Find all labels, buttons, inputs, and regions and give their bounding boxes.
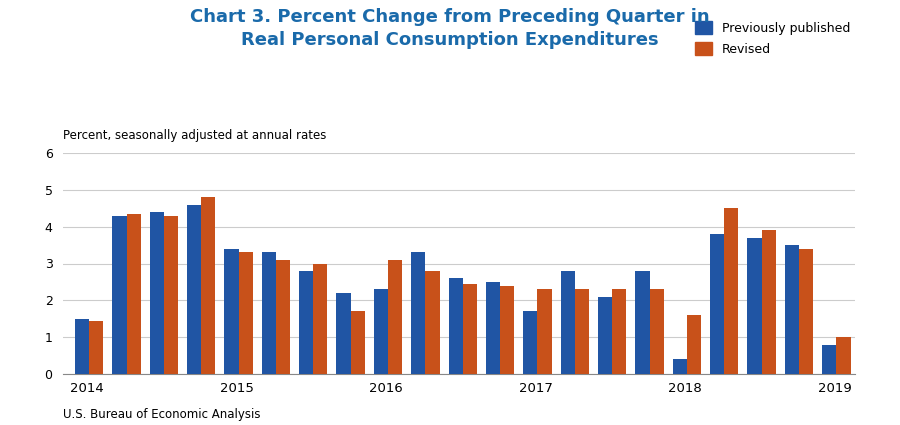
Text: Chart 3. Percent Change from Preceding Quarter in
Real Personal Consumption Expe: Chart 3. Percent Change from Preceding Q…	[190, 8, 710, 49]
Bar	[635, 271, 650, 374]
Bar	[276, 260, 290, 374]
Bar	[561, 271, 575, 374]
Bar	[313, 264, 328, 374]
Bar	[537, 289, 552, 374]
Bar	[262, 252, 276, 374]
Bar	[724, 208, 738, 374]
Bar	[127, 214, 140, 374]
Bar	[785, 245, 799, 374]
Bar	[112, 215, 127, 374]
Bar	[187, 204, 202, 374]
Bar	[149, 212, 164, 374]
Bar	[598, 297, 612, 374]
Bar	[650, 289, 663, 374]
Bar	[75, 319, 89, 374]
Legend: Previously published, Revised: Previously published, Revised	[690, 16, 855, 61]
Bar	[426, 271, 439, 374]
Bar	[612, 289, 626, 374]
Bar	[822, 345, 836, 374]
Bar	[202, 197, 215, 374]
Bar	[672, 359, 687, 374]
Text: U.S. Bureau of Economic Analysis: U.S. Bureau of Economic Analysis	[63, 408, 260, 421]
Bar	[747, 238, 761, 374]
Bar	[337, 293, 351, 374]
Text: Percent, seasonally adjusted at annual rates: Percent, seasonally adjusted at annual r…	[63, 129, 327, 142]
Bar	[761, 230, 776, 374]
Bar	[448, 278, 463, 374]
Bar	[388, 260, 402, 374]
Bar	[351, 312, 364, 374]
Bar	[687, 315, 701, 374]
Bar	[463, 284, 477, 374]
Bar	[523, 312, 537, 374]
Bar	[411, 252, 426, 374]
Bar	[374, 289, 388, 374]
Bar	[238, 252, 253, 374]
Bar	[224, 249, 238, 374]
Bar	[299, 271, 313, 374]
Bar	[89, 320, 104, 374]
Bar	[575, 289, 589, 374]
Bar	[500, 286, 514, 374]
Bar	[164, 215, 178, 374]
Bar	[486, 282, 500, 374]
Bar	[799, 249, 814, 374]
Bar	[836, 337, 850, 374]
Bar	[710, 234, 724, 374]
